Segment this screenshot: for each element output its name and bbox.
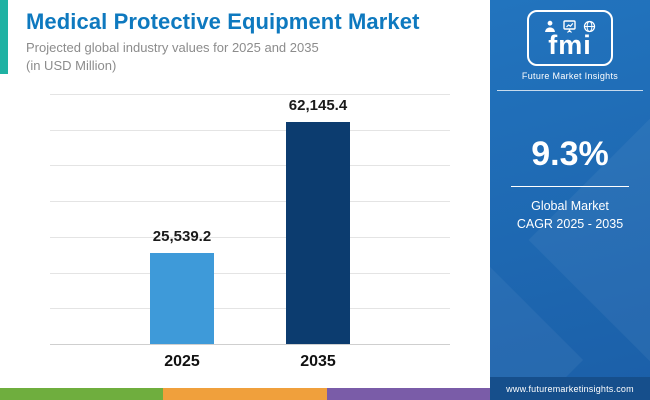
cagr-divider bbox=[511, 186, 629, 187]
website-band: www.futuremarketinsights.com bbox=[490, 377, 650, 400]
gridline bbox=[50, 308, 450, 310]
person-icon bbox=[544, 20, 555, 32]
fmi-logo: fmi Future Market Insights bbox=[522, 10, 618, 81]
gridline bbox=[50, 129, 450, 131]
bar-group-2025: 25,539.2 bbox=[150, 94, 214, 344]
cagr-label-line2: CAGR 2025 - 2035 bbox=[516, 217, 624, 232]
gridline bbox=[50, 344, 450, 345]
logo-divider bbox=[497, 90, 643, 91]
sidebar: fmi Future Market Insights 9.3% Global M… bbox=[490, 0, 650, 400]
gridline bbox=[50, 201, 450, 203]
page-subtitle-line2: (in USD Million) bbox=[26, 57, 117, 73]
cagr-label-line1: Global Market bbox=[531, 199, 609, 213]
page-title: Medical Protective Equipment Market bbox=[26, 9, 420, 34]
gridline bbox=[50, 165, 450, 167]
footer-color-strip bbox=[0, 388, 490, 400]
bars-layer: 25,539.2 62,145.4 bbox=[50, 94, 450, 344]
header-accent-bar bbox=[0, 0, 8, 74]
footer-strip-segment-2 bbox=[163, 388, 327, 400]
footer-strip-segment-3 bbox=[326, 388, 490, 400]
fmi-logo-box: fmi bbox=[526, 10, 613, 66]
fmi-logo-icons bbox=[544, 20, 596, 33]
globe-icon bbox=[583, 20, 596, 33]
bar-group-2035: 62,145.4 bbox=[286, 94, 350, 344]
plot-area: 25,539.2 62,145.4 bbox=[50, 94, 450, 345]
bar-2025 bbox=[150, 252, 214, 344]
gridline bbox=[50, 272, 450, 274]
fmi-logo-text: fmi bbox=[548, 30, 592, 60]
header: Medical Protective Equipment Market Proj… bbox=[0, 0, 490, 86]
fmi-logo-tagline: Future Market Insights bbox=[521, 71, 619, 81]
website-url: www.futuremarketinsights.com bbox=[506, 383, 634, 394]
cagr-label: Global Market CAGR 2025 - 2035 bbox=[517, 197, 623, 233]
x-axis-labels: 2025 2035 bbox=[50, 353, 450, 371]
gridline bbox=[50, 236, 450, 238]
chart-area: 25,539.2 62,145.4 2025 2035 bbox=[0, 86, 490, 400]
main-panel: Medical Protective Equipment Market Proj… bbox=[0, 0, 490, 400]
bar-2035 bbox=[286, 122, 350, 344]
x-axis-label-2025: 2025 bbox=[164, 353, 200, 370]
page-subtitle-line1: Projected global industry values for 202… bbox=[26, 40, 319, 55]
gridline bbox=[50, 94, 450, 95]
footer-strip-segment-1 bbox=[0, 388, 164, 400]
bar-value-label-2035: 62,145.4 bbox=[288, 97, 348, 115]
bar-value-label-2025: 25,539.2 bbox=[152, 227, 212, 245]
presenter-icon bbox=[563, 20, 576, 33]
cagr-value: 9.3% bbox=[531, 135, 609, 173]
x-axis-label-2035: 2035 bbox=[300, 353, 336, 370]
